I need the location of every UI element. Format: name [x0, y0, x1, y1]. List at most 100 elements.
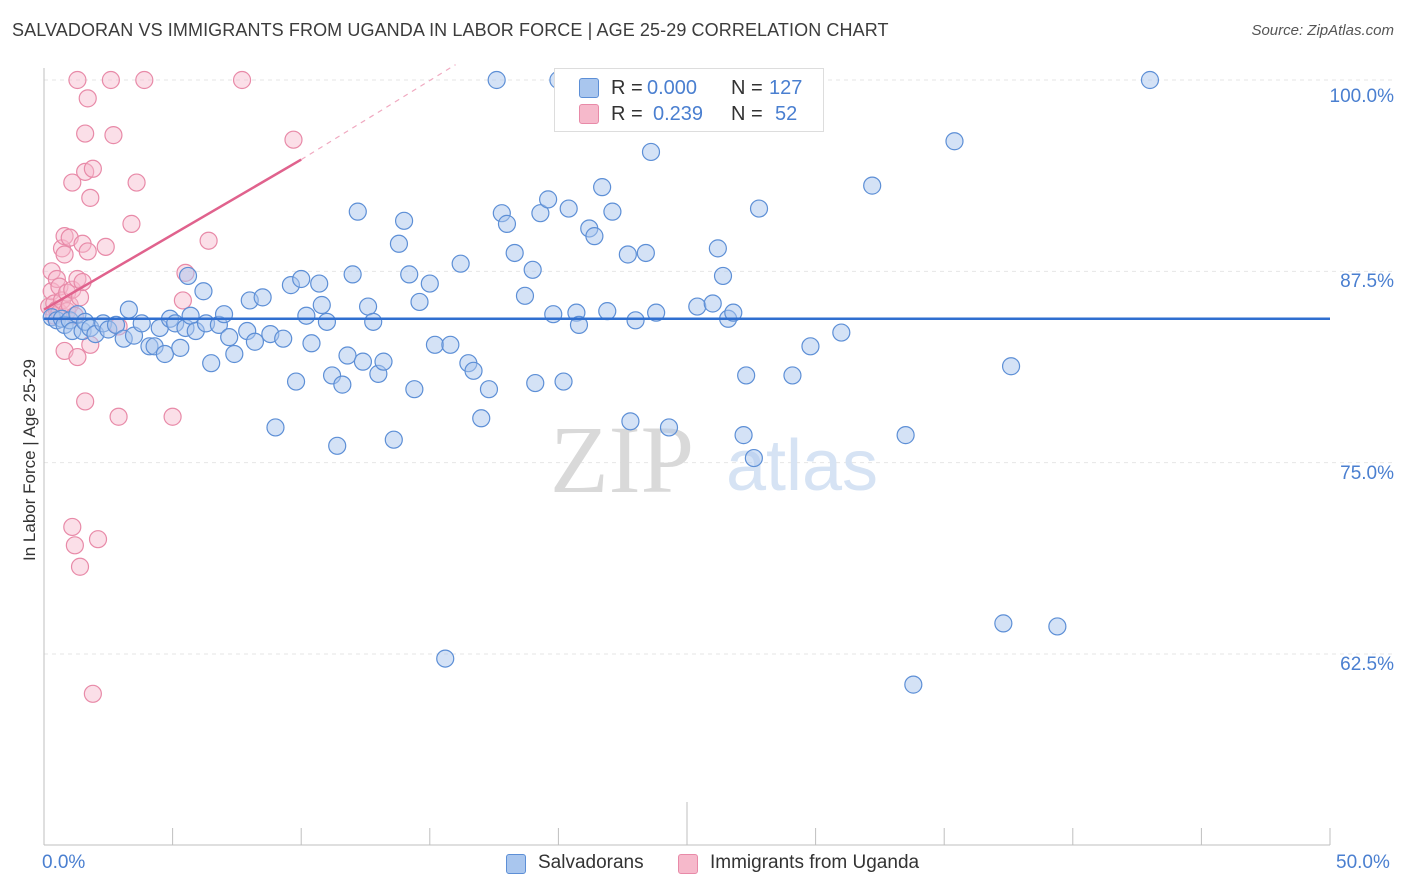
uganda-point — [76, 124, 95, 143]
salvadoran-point — [253, 288, 272, 307]
salvadoran-point — [405, 380, 424, 399]
salvadoran-point — [708, 239, 727, 258]
legend-r-label: R = — [611, 77, 643, 99]
salvadoran-point — [384, 430, 403, 449]
salvadoran-point — [737, 366, 756, 385]
salvadoran-point — [744, 448, 763, 468]
salvadoran-point — [1048, 617, 1067, 636]
salvadoran-point — [374, 352, 393, 371]
salvadoran-point — [171, 338, 190, 357]
salvadoran-point — [106, 315, 126, 335]
salvadoran-point — [713, 266, 733, 286]
salvadoran-point — [526, 373, 545, 393]
salvadoran-point — [531, 204, 550, 223]
legend-n-label: N = — [731, 77, 763, 99]
salvadoran-point — [618, 245, 637, 264]
uganda-point — [173, 291, 192, 310]
legend-r-value: 0.239 — [653, 103, 704, 125]
salvadoran-point — [585, 227, 604, 246]
uganda-point — [65, 536, 84, 555]
uganda-point — [70, 557, 90, 576]
legend-n-value: 127 — [769, 77, 803, 99]
salvadoran-point — [420, 274, 439, 293]
salvadoran-point — [593, 178, 612, 197]
salvadoran-point — [389, 234, 409, 253]
salvadoran-point — [436, 649, 455, 668]
salvadoran-point — [400, 265, 419, 284]
salvadoran-point — [410, 292, 429, 312]
salvadoran-point — [119, 300, 138, 319]
salvadoran-point — [451, 254, 470, 273]
uganda-point — [68, 347, 87, 367]
salvadoran-point — [312, 295, 331, 315]
trend-lines — [43, 64, 1330, 321]
axes — [43, 68, 1331, 846]
salvadoran-point — [832, 323, 851, 342]
uganda-point — [78, 89, 97, 108]
salvadoran-point — [749, 199, 769, 218]
salvadoran-point — [214, 305, 234, 324]
uganda-point — [68, 269, 87, 289]
uganda-point — [284, 130, 303, 149]
uganda-point — [68, 70, 87, 90]
uganda-point — [55, 245, 74, 264]
uganda-point — [88, 530, 108, 549]
legend-swatch-blue — [579, 78, 599, 98]
uganda-point — [104, 126, 123, 145]
salvadoran-point — [603, 202, 622, 221]
uganda-trend-line — [43, 158, 302, 311]
salvadoran-point — [348, 202, 367, 221]
salvadoran-point — [554, 372, 573, 391]
grid-lines — [44, 79, 1392, 655]
uganda-point — [122, 214, 141, 233]
uganda-trend-extension — [300, 64, 456, 161]
salvadoran-point — [703, 294, 722, 313]
correlation-legend: R = 0.000 N = 127 R = 0.239 N = 52 — [554, 68, 824, 132]
chart-title: SALVADORAN VS IMMIGRANTS FROM UGANDA IN … — [12, 20, 889, 40]
salvadoran-point — [569, 315, 589, 335]
uganda-point — [109, 407, 128, 426]
salvadoran-point — [292, 269, 311, 289]
y-axis-label: In Labor Force | Age 25-29 — [20, 359, 39, 561]
salvadoran-point — [132, 314, 151, 333]
uganda-point — [101, 70, 120, 90]
blue-points — [42, 70, 1160, 694]
bottom-legend-swatch-blue — [506, 854, 526, 874]
salvadoran-point — [464, 361, 483, 380]
salvadoran-point — [441, 335, 460, 354]
salvadoran-point — [181, 306, 200, 325]
uganda-point — [63, 517, 82, 537]
salvadoran-point — [505, 243, 524, 263]
uganda-point — [63, 280, 82, 299]
y-tick-label: 62.5% — [1340, 654, 1394, 675]
salvadoran-point — [1140, 70, 1160, 90]
salvadoran-point — [310, 274, 329, 293]
salvadoran-point — [724, 303, 743, 322]
uganda-point — [199, 231, 218, 250]
pink-points — [40, 70, 303, 703]
legend-swatch-pink — [579, 104, 599, 124]
salvadoran-point — [297, 306, 316, 325]
salvadoran-point — [225, 344, 244, 364]
salvadoran-point — [472, 409, 491, 428]
salvadoran-point — [358, 297, 378, 316]
salvadoran-point — [945, 132, 964, 151]
salvadoran-point — [863, 176, 882, 195]
salvadoran-point — [559, 199, 578, 218]
uganda-point — [127, 173, 146, 192]
salvadoran-point — [245, 332, 265, 351]
y-tick-label: 100.0% — [1329, 86, 1394, 107]
salvadoran-point — [394, 211, 414, 230]
salvadoran-point — [338, 346, 357, 365]
bottom-legend-swatch-pink — [678, 854, 698, 874]
salvadoran-point — [178, 266, 198, 286]
salvadoran-point — [598, 302, 617, 321]
salvadoran-point — [274, 329, 293, 348]
uganda-point — [96, 237, 115, 256]
uganda-point — [81, 188, 100, 207]
salvadoran-point — [487, 70, 506, 90]
salvadoran-point — [801, 337, 820, 356]
salvadoran-point — [194, 282, 213, 301]
salvadoran-point — [647, 303, 666, 322]
uganda-point — [83, 684, 102, 703]
